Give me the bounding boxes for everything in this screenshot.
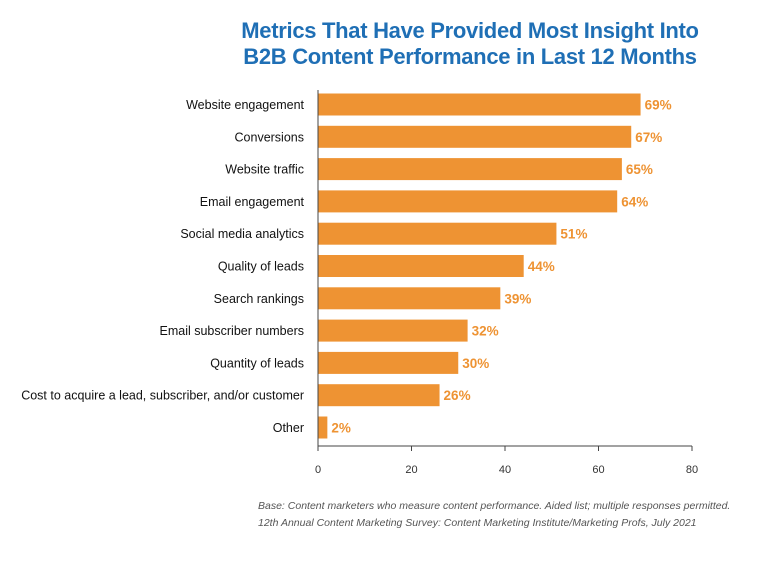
bar [318, 416, 328, 439]
x-tick-label: 0 [315, 464, 321, 476]
category-label: Quantity of leads [210, 356, 304, 370]
data-label: 32% [472, 324, 499, 339]
data-label: 2% [331, 421, 351, 436]
x-tick-label: 60 [592, 464, 604, 476]
bar [318, 125, 632, 148]
bar [318, 287, 501, 310]
category-label: Email engagement [200, 195, 305, 209]
category-label: Quality of leads [218, 260, 304, 274]
data-label: 44% [528, 259, 555, 274]
category-label: Website engagement [186, 98, 304, 112]
chart-title: Metrics That Have Provided Most Insight … [200, 18, 740, 70]
bar [318, 190, 618, 213]
data-label: 65% [626, 162, 653, 177]
category-label: Social media analytics [180, 227, 304, 241]
bar [318, 255, 524, 277]
category-label: Cost to acquire a lead, subscriber, and/… [21, 389, 304, 403]
footnote-source: 12th Annual Content Marketing Survey: Co… [258, 517, 697, 529]
x-tick-label: 80 [686, 464, 698, 476]
chart-title-line-2: B2B Content Performance in Last 12 Month… [243, 44, 697, 69]
chart-title-line-1: Metrics That Have Provided Most Insight … [241, 18, 699, 43]
bar [318, 319, 468, 342]
bar [318, 222, 557, 245]
bar [318, 351, 459, 374]
data-label: 26% [444, 388, 471, 403]
data-label: 67% [635, 130, 662, 145]
data-label: 64% [621, 194, 648, 209]
data-label: 30% [462, 356, 489, 371]
data-label: 69% [645, 98, 672, 113]
category-label: Email subscriber numbers [160, 324, 305, 338]
x-tick-label: 20 [405, 464, 417, 476]
footnote-base: Base: Content marketers who measure cont… [258, 500, 731, 512]
bar [318, 384, 440, 407]
data-label: 39% [504, 291, 531, 306]
bar [318, 158, 622, 181]
category-label: Search rankings [214, 292, 304, 306]
category-label: Other [273, 421, 304, 435]
x-tick-label: 40 [499, 464, 511, 476]
category-label: Website traffic [225, 163, 304, 177]
category-label: Conversions [235, 130, 304, 144]
bar [318, 93, 641, 116]
data-label: 51% [560, 227, 587, 242]
